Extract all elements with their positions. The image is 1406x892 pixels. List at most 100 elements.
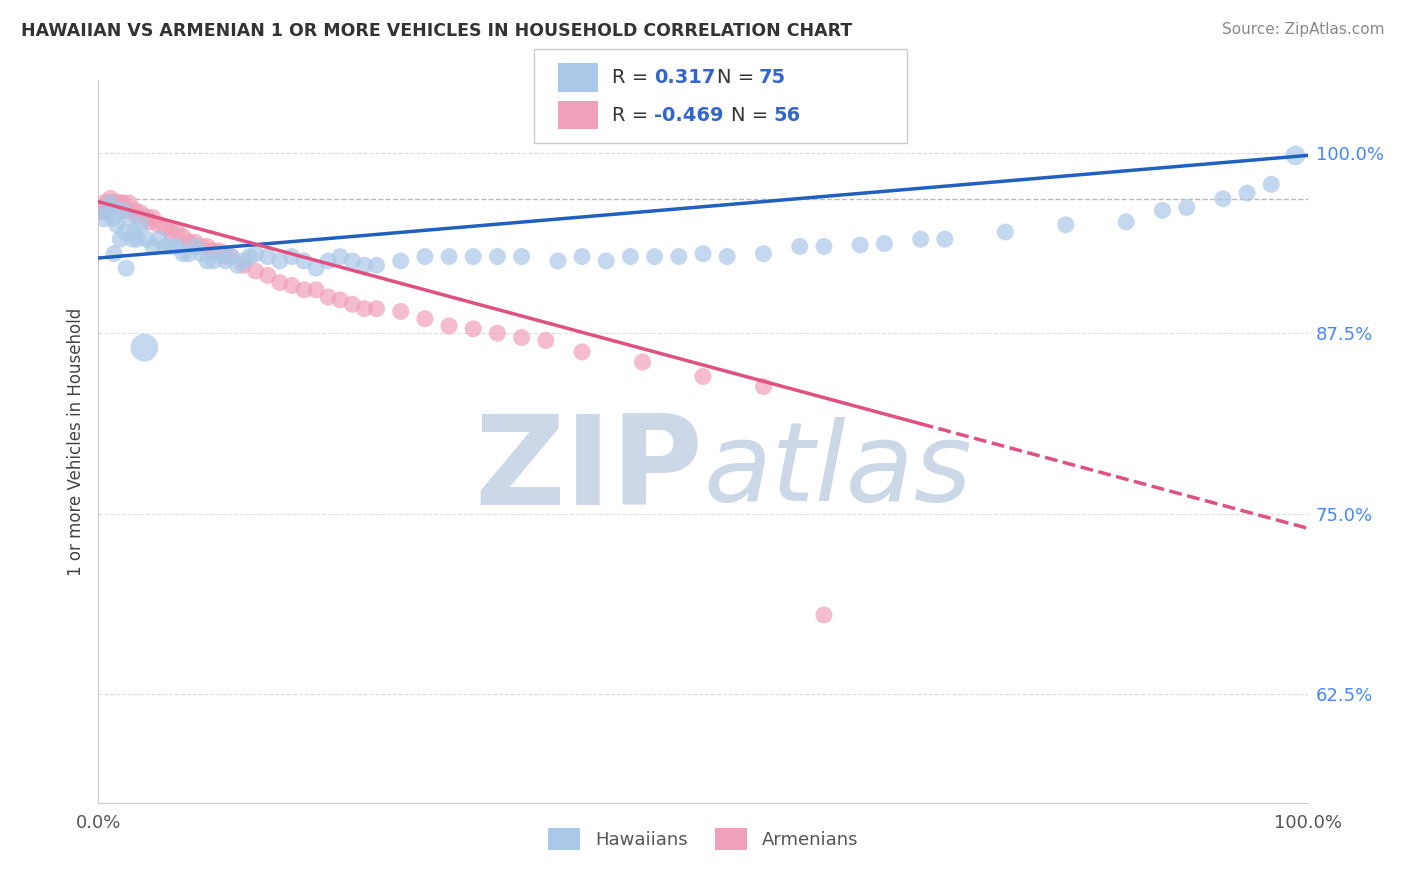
Point — [142, 239, 165, 253]
Point — [486, 250, 509, 264]
Point — [90, 203, 112, 218]
Point — [214, 250, 236, 264]
Point — [232, 258, 254, 272]
Point — [202, 244, 225, 258]
Text: HAWAIIAN VS ARMENIAN 1 OR MORE VEHICLES IN HOUSEHOLD CORRELATION CHART: HAWAIIAN VS ARMENIAN 1 OR MORE VEHICLES … — [21, 22, 852, 40]
Point — [752, 379, 775, 393]
Point — [98, 201, 121, 215]
Point — [849, 238, 872, 252]
Point — [1212, 192, 1234, 206]
Point — [366, 301, 388, 316]
Point — [160, 239, 183, 253]
Point — [571, 345, 593, 359]
Point — [329, 293, 352, 307]
Legend: Hawaiians, Armenians: Hawaiians, Armenians — [538, 819, 868, 859]
Point — [534, 334, 557, 348]
Point — [221, 250, 243, 264]
Point — [366, 258, 388, 272]
Point — [269, 276, 291, 290]
Point — [316, 290, 339, 304]
Point — [994, 225, 1017, 239]
Point — [571, 250, 593, 264]
Text: R =: R = — [612, 68, 654, 87]
Point — [716, 250, 738, 264]
Point — [239, 250, 262, 264]
Point — [619, 250, 641, 264]
Point — [160, 225, 183, 239]
Point — [135, 232, 157, 246]
Point — [129, 206, 152, 220]
Point — [195, 239, 218, 253]
Point — [1175, 201, 1198, 215]
Point — [111, 203, 134, 218]
Point — [118, 196, 141, 211]
Point — [101, 196, 124, 211]
Point — [281, 278, 304, 293]
Point — [463, 322, 485, 336]
Point — [115, 261, 138, 276]
Point — [208, 246, 231, 260]
Point — [91, 203, 114, 218]
Text: 75: 75 — [759, 68, 786, 87]
Point — [221, 250, 243, 264]
Point — [214, 253, 236, 268]
Point — [118, 211, 141, 225]
Point — [195, 253, 218, 268]
Point — [353, 258, 375, 272]
Point — [93, 196, 115, 211]
Point — [153, 220, 176, 235]
Point — [353, 301, 375, 316]
Point — [292, 253, 315, 268]
Point — [100, 196, 122, 211]
Text: N =: N = — [731, 105, 775, 125]
Point — [127, 232, 149, 246]
Point — [208, 244, 231, 258]
Text: -0.469: -0.469 — [654, 105, 723, 125]
Point — [413, 311, 436, 326]
Point — [232, 253, 254, 268]
Point — [114, 225, 136, 239]
Point — [1260, 178, 1282, 192]
Point — [342, 297, 364, 311]
Text: 0.317: 0.317 — [654, 68, 716, 87]
Point — [789, 239, 811, 253]
Point — [631, 355, 654, 369]
Text: 56: 56 — [773, 105, 800, 125]
Point — [105, 218, 128, 232]
Point — [101, 211, 124, 225]
Point — [124, 203, 146, 218]
Point — [644, 250, 666, 264]
Point — [813, 607, 835, 622]
Y-axis label: 1 or more Vehicles in Household: 1 or more Vehicles in Household — [66, 308, 84, 575]
Text: N =: N = — [717, 68, 761, 87]
Point — [108, 232, 131, 246]
Point — [934, 232, 956, 246]
Point — [100, 192, 122, 206]
Point — [305, 261, 328, 276]
Point — [127, 209, 149, 223]
Point — [1236, 186, 1258, 200]
Point — [1054, 218, 1077, 232]
Point — [269, 253, 291, 268]
Point — [121, 232, 143, 246]
Point — [105, 196, 128, 211]
Point — [752, 246, 775, 260]
Point — [256, 268, 278, 283]
Point — [510, 330, 533, 344]
Point — [305, 283, 328, 297]
Point — [413, 250, 436, 264]
Point — [172, 229, 194, 244]
Point — [134, 341, 156, 355]
Point — [166, 239, 188, 253]
Point — [668, 250, 690, 264]
Point — [172, 246, 194, 260]
Text: Source: ZipAtlas.com: Source: ZipAtlas.com — [1222, 22, 1385, 37]
Point — [153, 239, 176, 253]
Point — [510, 250, 533, 264]
Point — [1115, 215, 1137, 229]
Point — [114, 203, 136, 218]
Point — [437, 250, 460, 264]
Point — [179, 235, 201, 249]
Point — [486, 326, 509, 341]
Point — [292, 283, 315, 297]
